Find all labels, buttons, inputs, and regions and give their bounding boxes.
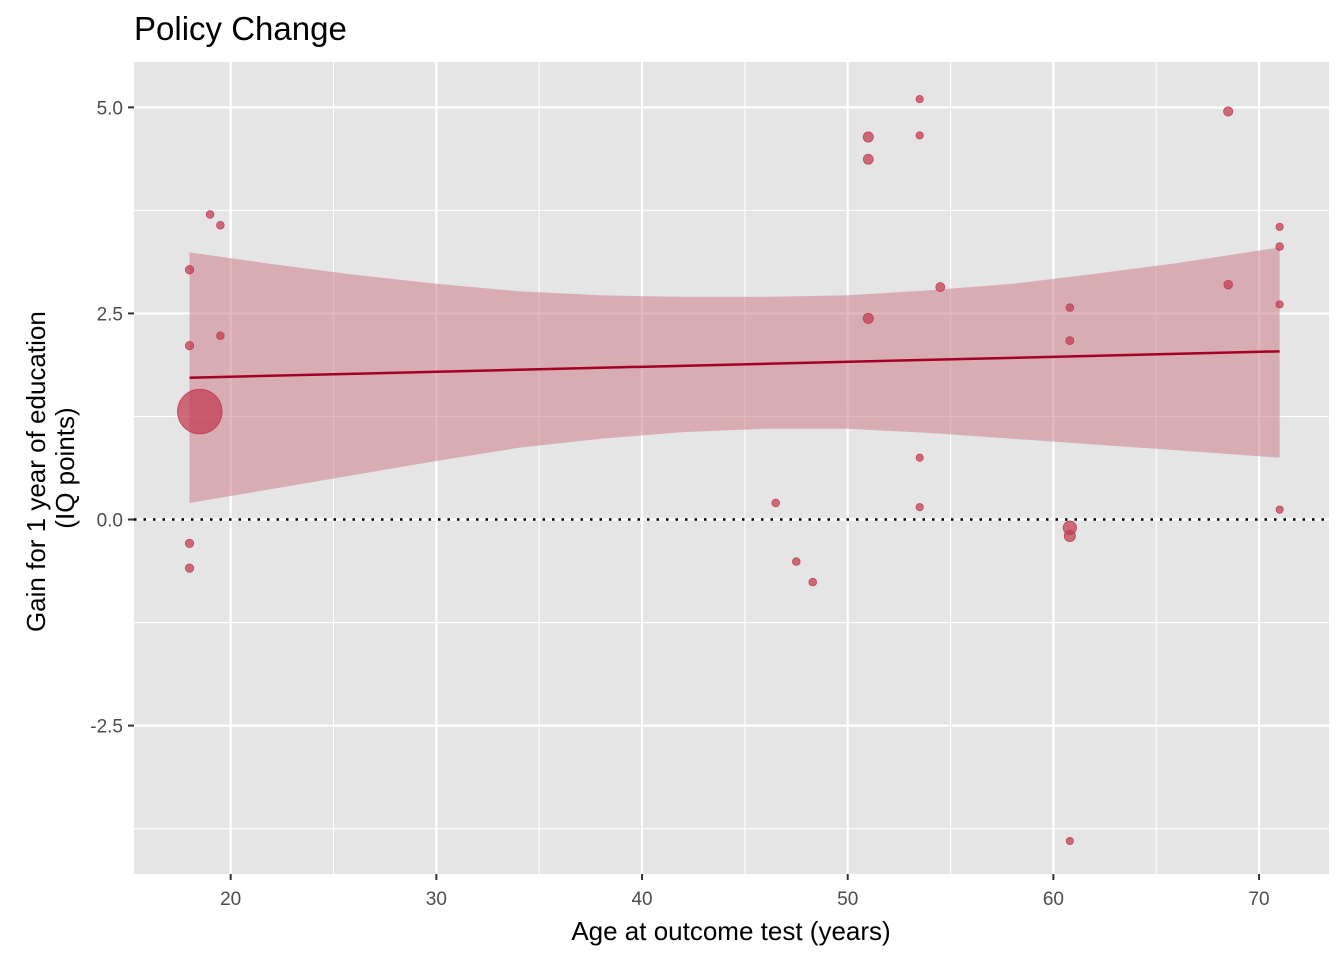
y-tick-label: 0.0 xyxy=(97,511,123,532)
data-point xyxy=(862,153,874,165)
confidence-band-layer xyxy=(189,247,1280,503)
y-axis-title: Gain for 1 year of education (IQ points) xyxy=(21,304,80,632)
y-tick-label: 5.0 xyxy=(97,98,123,119)
y-axis-ticks: -2.5 0.0 2.5 5.0 xyxy=(90,98,134,738)
fit-line-layer xyxy=(189,350,1280,379)
confidence-band xyxy=(189,247,1280,503)
data-point xyxy=(915,131,924,140)
data-point xyxy=(1275,505,1284,514)
x-tick-label: 70 xyxy=(1248,889,1269,910)
data-point xyxy=(184,265,195,275)
x-axis-title: Age at outcome test (years) xyxy=(571,916,890,946)
data-point xyxy=(1275,300,1284,309)
data-point xyxy=(205,210,215,219)
data-point xyxy=(862,312,874,324)
x-tick-label: 20 xyxy=(220,889,241,910)
data-point xyxy=(915,503,924,512)
data-point xyxy=(1275,242,1284,251)
data-point xyxy=(216,331,225,340)
chart-title: Policy Change xyxy=(134,10,347,47)
x-tick-label: 40 xyxy=(631,889,652,910)
data-point xyxy=(1275,222,1284,231)
data-point xyxy=(1223,106,1234,117)
points-layer xyxy=(177,95,1284,846)
data-point xyxy=(935,282,946,292)
data-point xyxy=(915,95,924,104)
data-point xyxy=(184,538,195,549)
x-axis-ticks: 20 30 40 50 60 70 xyxy=(220,874,1270,910)
y-tick-label: 2.5 xyxy=(97,304,123,325)
data-point xyxy=(808,577,817,587)
data-point xyxy=(1065,303,1075,312)
x-tick-label: 50 xyxy=(837,889,858,910)
data-point xyxy=(1065,336,1075,346)
data-point xyxy=(862,131,874,143)
x-tick-label: 60 xyxy=(1043,889,1064,910)
grid-lines xyxy=(134,62,1329,874)
y-axis-title-line-2: (IQ points) xyxy=(50,407,80,528)
data-point xyxy=(184,563,195,573)
data-point xyxy=(771,498,780,508)
y-tick-label: -2.5 xyxy=(90,717,123,738)
data-point xyxy=(216,220,225,230)
data-point xyxy=(177,388,223,435)
regression-line xyxy=(189,350,1280,379)
y-axis-title-line-1: Gain for 1 year of education xyxy=(21,311,51,632)
data-point xyxy=(792,557,801,566)
data-point xyxy=(1063,530,1076,543)
x-tick-label: 30 xyxy=(426,889,447,910)
data-point xyxy=(1065,836,1074,846)
data-point xyxy=(915,453,924,462)
data-point xyxy=(184,340,195,351)
data-point xyxy=(1223,279,1233,290)
